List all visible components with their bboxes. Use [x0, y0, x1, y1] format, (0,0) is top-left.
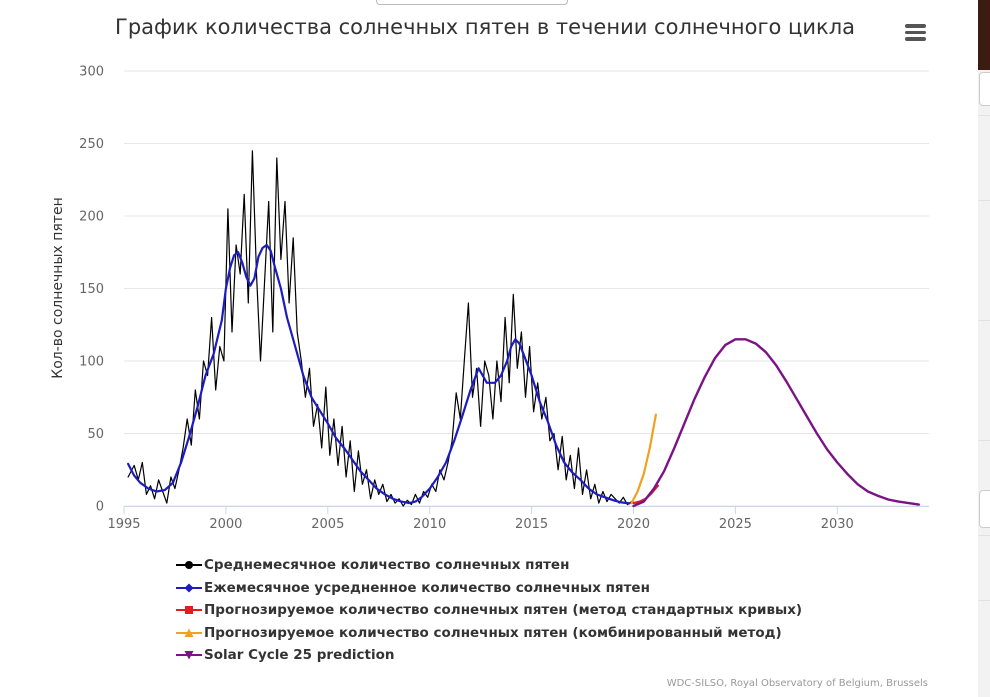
grid-lines: [124, 70, 929, 507]
legend-item-1[interactable]: Ежемесячное усредненное количество солне…: [176, 577, 802, 600]
x-tick-label: 2015: [515, 517, 548, 532]
x-tick-label: 2005: [311, 517, 344, 532]
side-divider: [978, 535, 990, 536]
top-tab-edge: [376, 0, 568, 5]
series-line-4[interactable]: [632, 338, 920, 508]
series-layer: [127, 150, 920, 508]
y-tick-label: 150: [79, 282, 104, 297]
x-tick-label: 2020: [617, 517, 650, 532]
y-tick-label: 250: [79, 137, 104, 152]
x-tick-label: 1995: [107, 517, 140, 532]
chart-credit[interactable]: WDC-SILSO, Royal Observatory of Belgium,…: [667, 678, 928, 689]
legend-marker-icon: [176, 628, 202, 637]
right-side-panel: [978, 0, 990, 697]
legend-label: Среднемесячное количество солнечных пяте…: [204, 557, 570, 574]
x-axis: 1995 2000 2005 2010 2015 2020 2025 2030: [107, 506, 929, 532]
side-widget-box[interactable]: [979, 490, 990, 528]
side-divider: [978, 115, 990, 116]
side-image-strip: [978, 0, 990, 70]
hamburger-menu-icon-bar: [905, 30, 926, 34]
side-divider: [978, 600, 990, 601]
chart-menu-button[interactable]: [898, 18, 932, 46]
series-line-3[interactable]: [630, 413, 657, 505]
legend-label: Прогнозируемое количество солнечных пяте…: [204, 624, 782, 641]
side-divider: [978, 320, 990, 321]
legend-label: Прогнозируемое количество солнечных пяте…: [204, 602, 803, 619]
legend-label: Ежемесячное усредненное количество солне…: [204, 579, 650, 596]
y-tick-label: 50: [87, 427, 104, 442]
y-tick-label: 200: [79, 210, 104, 225]
side-divider: [978, 440, 990, 441]
legend-item-3[interactable]: Прогнозируемое количество солнечных пяте…: [176, 622, 802, 645]
side-widget-box[interactable]: [979, 72, 990, 106]
y-axis-ticks: 0 50 100 150 200 250 300: [79, 65, 104, 515]
x-tick-label: 2000: [209, 517, 242, 532]
side-divider: [978, 200, 990, 201]
y-axis-title: Кол-во солнечных пятен: [50, 197, 66, 378]
legend-item-0[interactable]: Среднемесячное количество солнечных пяте…: [176, 554, 802, 577]
y-tick-label: 0: [96, 500, 104, 515]
chart-title: График количества солнечных пятен в тече…: [115, 15, 855, 39]
legend-label: Solar Cycle 25 prediction: [204, 647, 395, 664]
hamburger-menu-icon-bar: [905, 37, 926, 41]
y-tick-label: 100: [79, 355, 104, 370]
x-tick-label: 2010: [413, 517, 446, 532]
legend-marker-icon: [176, 561, 202, 570]
x-tick-label: 2030: [821, 517, 854, 532]
series-line-1[interactable]: [127, 243, 631, 505]
series-line-0[interactable]: [127, 150, 637, 507]
hamburger-menu-icon-bar: [905, 24, 926, 28]
legend-item-2[interactable]: Прогнозируемое количество солнечных пяте…: [176, 599, 802, 622]
x-tick-label: 2025: [719, 517, 752, 532]
legend-item-4[interactable]: Solar Cycle 25 prediction: [176, 644, 802, 667]
y-tick-label: 300: [79, 65, 104, 80]
legend-marker-icon: [176, 651, 202, 660]
legend-marker-icon: [176, 583, 202, 593]
legend-marker-icon: [176, 606, 202, 615]
chart-legend: Среднемесячное количество солнечных пяте…: [176, 554, 802, 667]
